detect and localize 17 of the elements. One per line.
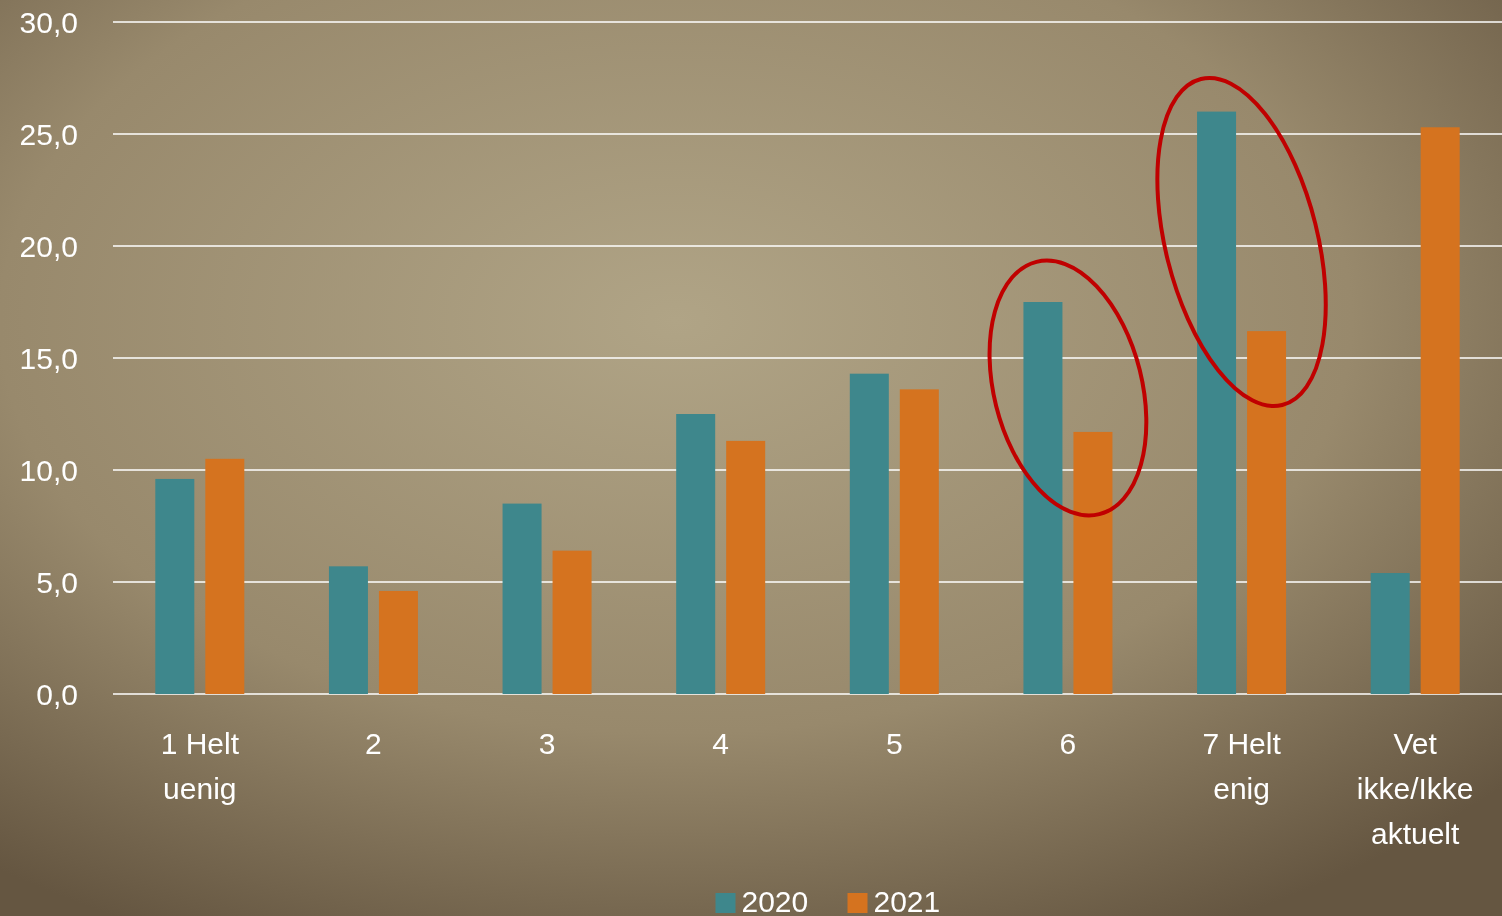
legend-label: 2021 xyxy=(873,885,941,916)
x-tick-label: 2 xyxy=(365,727,382,760)
x-tick-label: Vet ikke/Ikke aktuelt xyxy=(1356,727,1474,850)
x-tick-label: 3 xyxy=(538,727,556,760)
legend-label: 2020 xyxy=(741,885,809,916)
y-tick-label: 0,0 xyxy=(36,677,78,711)
y-tick-label: 30,0 xyxy=(19,5,78,39)
x-tick-label: 4 xyxy=(712,727,730,760)
y-tick-label: 20,0 xyxy=(19,229,78,263)
y-tick-label: 25,0 xyxy=(19,117,78,151)
y-tick-label: 15,0 xyxy=(19,341,78,375)
x-tick-label: 5 xyxy=(885,727,903,760)
y-tick-label: 5,0 xyxy=(36,565,78,599)
x-tick-label: 7 Helt enig xyxy=(1202,727,1282,805)
y-tick-label: 10,0 xyxy=(19,453,78,487)
x-tick-label: 6 xyxy=(1059,727,1077,760)
x-tick-label: 1 Helt uenig xyxy=(160,727,240,805)
